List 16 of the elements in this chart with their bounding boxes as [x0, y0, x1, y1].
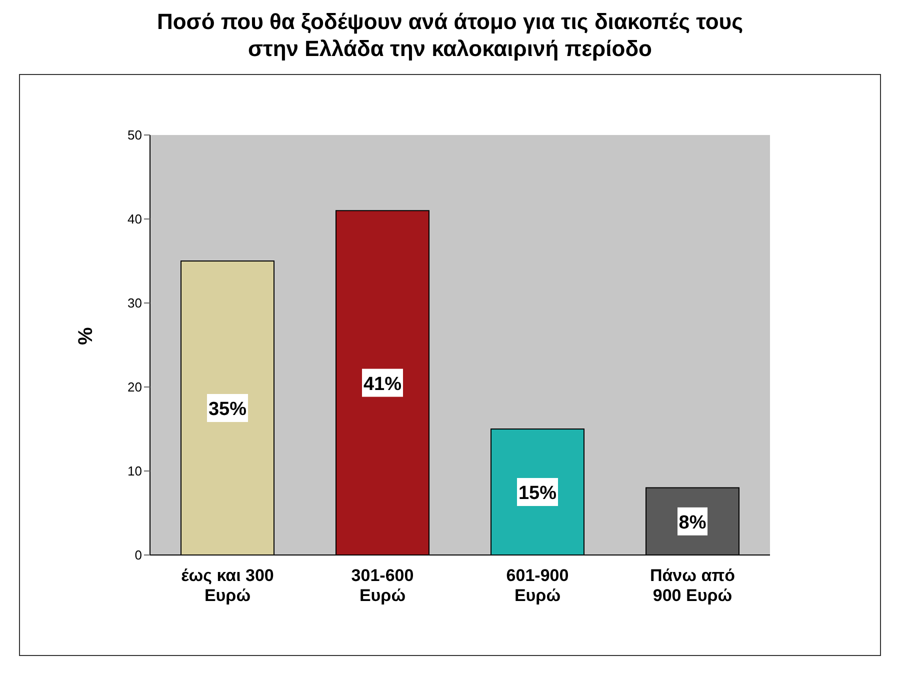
y-tick-label: 0	[134, 548, 142, 563]
x-tick-label: έως και 300 Ευρώ	[181, 566, 274, 605]
y-axis-title: %	[75, 327, 98, 345]
y-tick-label: 40	[128, 212, 142, 227]
y-tick-label: 30	[128, 296, 142, 311]
y-tick-label: 20	[128, 380, 142, 395]
x-tick-label: 601-900 Ευρώ	[506, 566, 569, 605]
data-label: 41%	[363, 374, 402, 395]
chart-title: Ποσό που θα ξοδέψουν ανά άτομο για τις διακοπές τους στην Ελλάδα την καλοκαιρινή περίοδο	[156, 8, 744, 62]
data-label: 8%	[678, 512, 706, 534]
data-label: 35%	[208, 399, 247, 420]
data-label: 15%	[518, 483, 557, 504]
x-tick-label: Πάνω από 900 Ευρώ	[650, 566, 736, 605]
x-tick-label: 301-600 Ευρώ	[351, 566, 414, 605]
y-tick-label: 10	[128, 464, 142, 479]
y-tick-label: 50	[128, 128, 142, 143]
